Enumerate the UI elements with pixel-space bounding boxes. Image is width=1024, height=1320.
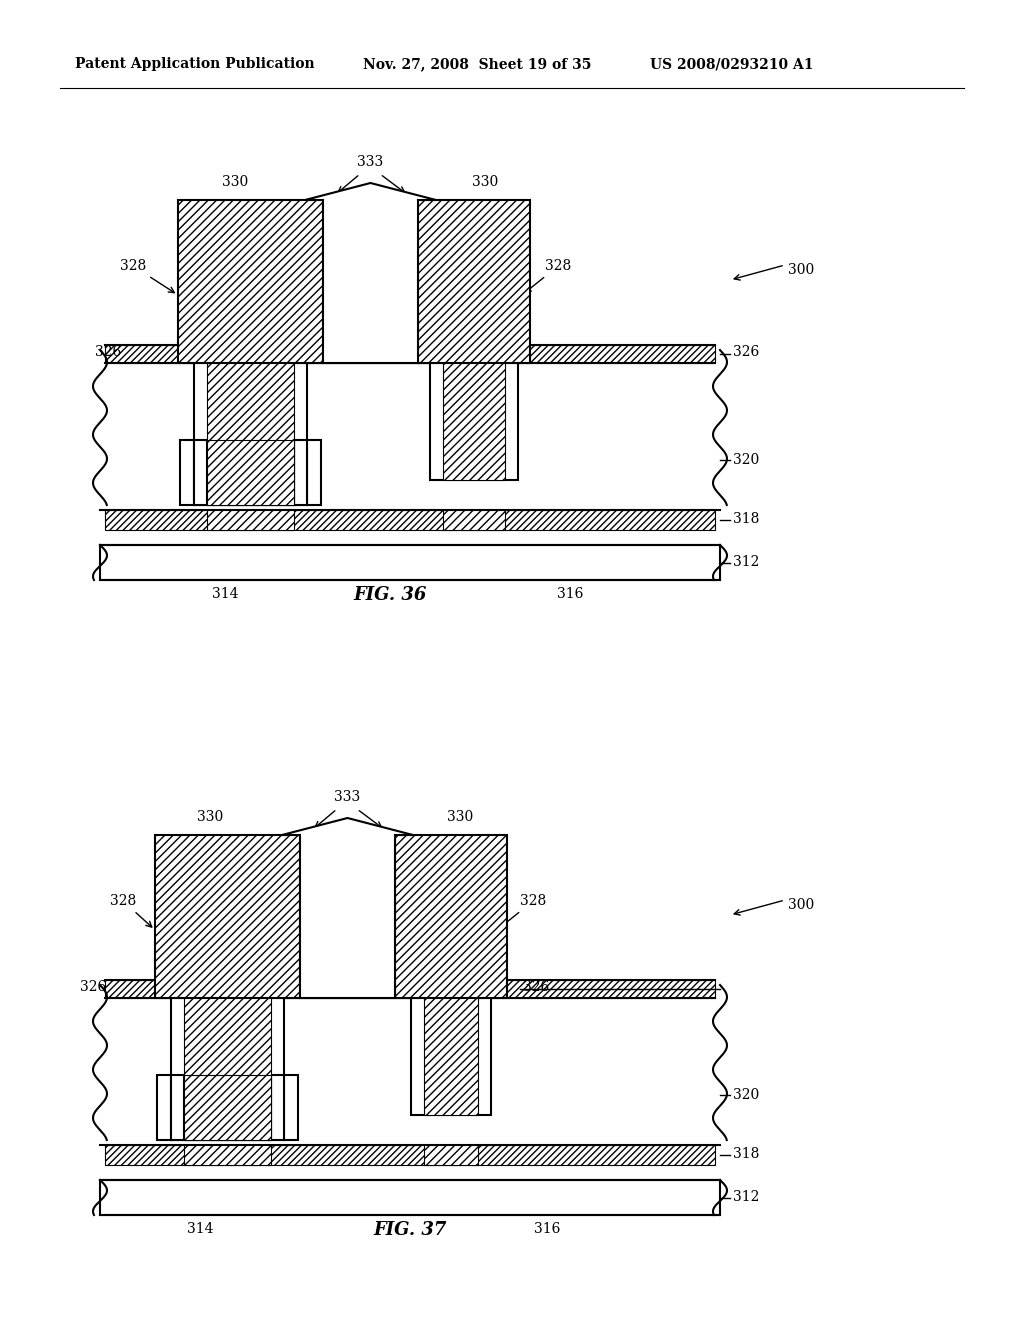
Bar [184, 1074, 271, 1140]
Text: 328: 328 [525, 259, 571, 292]
Bar [294, 440, 307, 506]
Text: 318: 318 [733, 512, 760, 525]
Bar [157, 1074, 171, 1140]
Text: 314: 314 [212, 587, 239, 601]
Text: 330: 330 [222, 176, 248, 189]
Text: FIG. 37: FIG. 37 [374, 1221, 446, 1239]
Bar [155, 836, 300, 998]
Text: 316: 316 [534, 1222, 560, 1236]
Text: 314: 314 [186, 1222, 213, 1236]
Bar [284, 1074, 298, 1140]
Text: 328: 328 [110, 894, 152, 927]
Text: 333: 333 [357, 154, 383, 169]
Text: FIG. 36: FIG. 36 [353, 586, 427, 605]
Bar [105, 979, 715, 998]
Text: 326: 326 [80, 979, 106, 994]
Text: 316: 316 [557, 587, 584, 601]
Text: 333: 333 [334, 789, 360, 804]
Text: 300: 300 [788, 898, 814, 912]
Bar [180, 440, 194, 506]
Text: 330: 330 [197, 810, 223, 824]
Bar [207, 510, 294, 531]
Text: US 2008/0293210 A1: US 2008/0293210 A1 [650, 57, 813, 71]
Bar [184, 1144, 271, 1166]
Bar [307, 440, 321, 506]
Text: Nov. 27, 2008  Sheet 19 of 35: Nov. 27, 2008 Sheet 19 of 35 [362, 57, 592, 71]
Bar [105, 510, 715, 531]
Bar [171, 998, 284, 1140]
Bar [100, 545, 720, 579]
Text: 330: 330 [472, 176, 498, 189]
Bar [271, 1074, 284, 1140]
Bar [100, 979, 720, 1144]
Polygon shape [305, 183, 436, 363]
Bar [171, 1074, 184, 1140]
Bar [194, 440, 207, 506]
Bar [424, 1144, 478, 1166]
Text: 328: 328 [120, 259, 174, 293]
Bar [100, 1180, 720, 1214]
Bar [443, 510, 505, 531]
Bar [207, 440, 294, 506]
Bar [100, 345, 720, 510]
Bar [443, 363, 505, 480]
Bar [178, 201, 323, 363]
Text: 318: 318 [733, 1147, 760, 1162]
Bar [184, 998, 271, 1140]
Bar [105, 345, 715, 363]
Text: 326: 326 [523, 979, 549, 994]
Polygon shape [282, 818, 413, 998]
Text: 326: 326 [95, 345, 121, 359]
Text: 300: 300 [788, 263, 814, 277]
Text: Patent Application Publication: Patent Application Publication [75, 57, 314, 71]
Text: 326: 326 [733, 345, 759, 359]
Bar [430, 363, 518, 480]
Bar [105, 1144, 715, 1166]
Text: 312: 312 [733, 554, 760, 569]
Text: 328: 328 [501, 894, 546, 927]
Text: 320: 320 [733, 453, 759, 467]
Bar [194, 363, 307, 506]
Text: 330: 330 [446, 810, 473, 824]
Bar [411, 998, 490, 1115]
Bar [395, 836, 507, 998]
Bar [207, 363, 294, 506]
Bar [424, 998, 478, 1115]
Text: 312: 312 [733, 1191, 760, 1204]
Bar [418, 201, 530, 363]
Text: 320: 320 [733, 1088, 759, 1102]
